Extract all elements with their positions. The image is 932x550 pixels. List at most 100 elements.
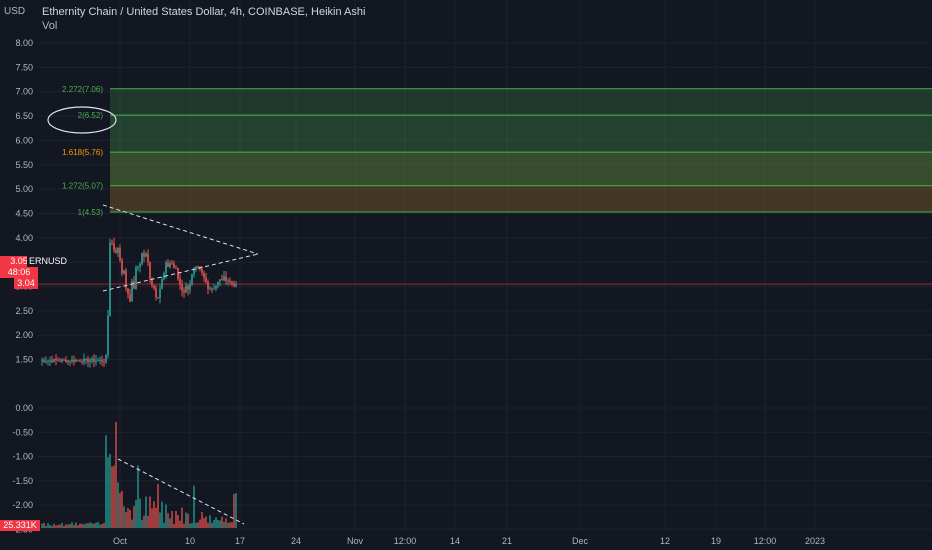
price-candle-body xyxy=(221,279,223,281)
time-tick-label: 17 xyxy=(235,536,245,546)
price-candle-body xyxy=(217,281,219,286)
volume-bar xyxy=(149,496,151,528)
volume-indicator-label[interactable]: Vol xyxy=(42,20,58,32)
volume-bar xyxy=(93,523,95,528)
price-candle-body xyxy=(119,248,121,261)
volume-bar xyxy=(171,510,173,528)
price-candle-body xyxy=(225,276,227,281)
time-axis[interactable]: Oct 10 17 24 Nov 12:00 14 21 Dec 12 19 12:00 2023 xyxy=(113,536,825,546)
price-candle-body xyxy=(109,242,111,316)
price-candle-body xyxy=(51,360,53,363)
price-candle-body xyxy=(203,272,205,278)
volume-bar xyxy=(163,522,165,528)
price-candle-body xyxy=(139,264,141,267)
price-candle-body xyxy=(97,360,99,362)
volume-bar xyxy=(125,512,127,528)
price-candle-body xyxy=(115,249,117,253)
volume-bar xyxy=(207,522,209,528)
volume-bar xyxy=(73,524,75,528)
volume-bar xyxy=(221,516,223,528)
volume-bar xyxy=(45,525,47,528)
time-tick-label: 12 xyxy=(660,536,670,546)
triangle-upper-trendline xyxy=(102,204,259,255)
price-candle-body xyxy=(45,361,47,363)
price-tick-label: 5.00 xyxy=(15,184,33,194)
price-candle-body xyxy=(95,360,97,362)
volume-bar xyxy=(55,525,57,528)
drawing-annotations xyxy=(47,106,259,525)
volume-bar xyxy=(201,512,203,528)
price-candle-body xyxy=(129,294,131,302)
volume-bar xyxy=(175,510,177,528)
price-tick-label: 2.00 xyxy=(15,330,33,340)
volume-bar xyxy=(101,523,103,528)
volume-bar xyxy=(67,524,69,528)
volume-bar xyxy=(117,482,119,528)
time-tick-label: 21 xyxy=(502,536,512,546)
price-candle-body xyxy=(75,360,77,362)
price-candle-body xyxy=(43,360,45,363)
price-tick-label: 4.00 xyxy=(15,233,33,243)
time-tick-label: 2023 xyxy=(805,536,825,546)
symbol-tag: ERNUSD xyxy=(27,256,70,267)
volume-tick-label: -1.50 xyxy=(12,476,33,486)
time-tick-label: Oct xyxy=(113,536,128,546)
volume-bar xyxy=(127,507,129,528)
volume-bar xyxy=(139,498,141,528)
price-candle-body xyxy=(205,277,207,283)
volume-bar xyxy=(155,507,157,528)
volume-bar xyxy=(195,522,197,528)
price-candle-body xyxy=(185,285,187,293)
current-volume-tag: 25.331K xyxy=(0,520,40,531)
price-candle-body xyxy=(69,360,71,362)
price-candle-body xyxy=(71,359,73,362)
price-candle-body xyxy=(145,253,147,257)
price-candle-body xyxy=(63,359,65,361)
volume-bar xyxy=(105,435,107,528)
price-candle-body xyxy=(73,359,75,362)
volume-bar xyxy=(185,512,187,528)
price-candle-body xyxy=(207,282,209,290)
volume-bar xyxy=(167,513,169,528)
price-candle-body xyxy=(201,268,203,273)
volume-bar xyxy=(215,517,217,528)
volume-bar xyxy=(153,501,155,528)
volume-bar xyxy=(183,523,185,528)
price-candle-body xyxy=(231,281,233,284)
volume-bar xyxy=(43,522,45,528)
volume-bar xyxy=(151,508,153,528)
price-candle-body xyxy=(99,359,101,361)
fib-level-label: 1.272(5.07) xyxy=(62,182,103,191)
volume-bar xyxy=(157,484,159,528)
chart-grid xyxy=(38,0,932,530)
time-tick-label: 12:00 xyxy=(754,536,777,546)
price-candle-body xyxy=(155,288,157,298)
volume-bar xyxy=(111,466,113,528)
price-candle-body xyxy=(61,359,63,362)
price-candle-body xyxy=(137,266,139,268)
volume-bar xyxy=(165,504,167,528)
price-candle-body xyxy=(195,266,197,270)
volume-tick-label: -0.50 xyxy=(12,427,33,437)
time-tick-label: Nov xyxy=(347,536,364,546)
price-tick-label: 7.50 xyxy=(15,62,33,72)
chart-title[interactable]: Ethernity Chain / United States Dollar, … xyxy=(42,6,366,18)
price-candle-body xyxy=(223,276,225,281)
volume-bar xyxy=(217,520,219,528)
price-candle-body xyxy=(197,266,199,268)
volume-bar xyxy=(81,523,83,528)
volume-bar xyxy=(79,523,81,528)
volume-bar xyxy=(87,523,89,528)
volume-bar xyxy=(181,507,183,528)
price-candle-body xyxy=(135,267,137,289)
volume-bar xyxy=(173,523,175,528)
volume-bar xyxy=(231,522,233,528)
price-candle-body xyxy=(235,284,237,287)
price-candle-body xyxy=(85,358,87,360)
price-tick-label: 8.00 xyxy=(15,38,33,48)
time-tick-label: 10 xyxy=(185,536,195,546)
price-candle-body xyxy=(179,279,181,285)
price-candle-body xyxy=(79,360,81,362)
volume-bars xyxy=(41,421,237,528)
